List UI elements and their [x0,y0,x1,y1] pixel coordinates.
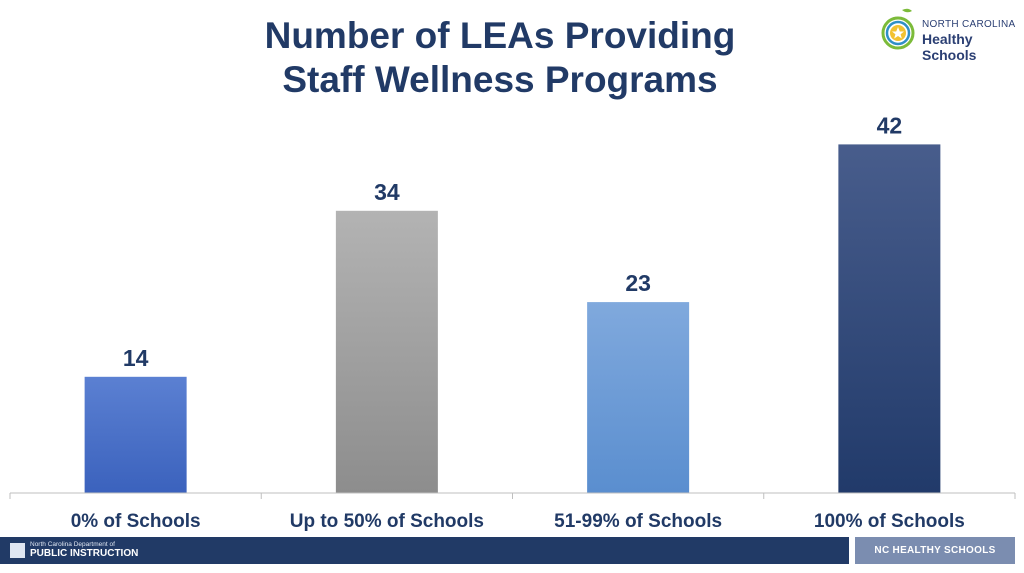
dpi-logo-icon [10,543,25,558]
data-label-3: 42 [877,112,903,138]
bar-1 [335,210,438,494]
data-label-0: 14 [123,345,149,371]
bar-chart: 14 0% of Schools 34 Up to 50% of Schools 23 5… [9,112,1016,532]
logo-line-2: Healthy Schools [922,31,977,63]
category-label-0: 0% of Schools [71,511,201,532]
dpi-line-1: North Carolina Department of [30,541,115,548]
category-label-1: Up to 50% of Schools [290,511,484,532]
title-line-2: Staff Wellness Programs [282,59,718,100]
footer-bar: North Carolina Department of PUBLIC INST… [0,537,849,564]
bar-0 [84,376,187,493]
logo-line-1: NORTH CAROLINA [922,19,1016,30]
dpi-line-2: PUBLIC INSTRUCTION [30,548,139,559]
chart-title: Number of LEAs Providing Staff Wellness … [0,14,1000,102]
bar-2 [587,302,690,493]
bar-3 [838,144,941,493]
category-label-3: 100% of Schools [814,511,965,532]
apple-star-icon [881,8,915,50]
data-label-1: 34 [374,179,400,205]
title-line-1: Number of LEAs Providing [264,15,736,56]
category-label-2: 51-99% of Schools [554,511,722,532]
data-label-2: 23 [625,270,651,296]
nc-healthy-schools-logo: NORTH CAROLINA Healthy Schools [880,6,1020,63]
footer-nc-healthy-schools: NC HEALTHY SCHOOLS [855,537,1015,564]
